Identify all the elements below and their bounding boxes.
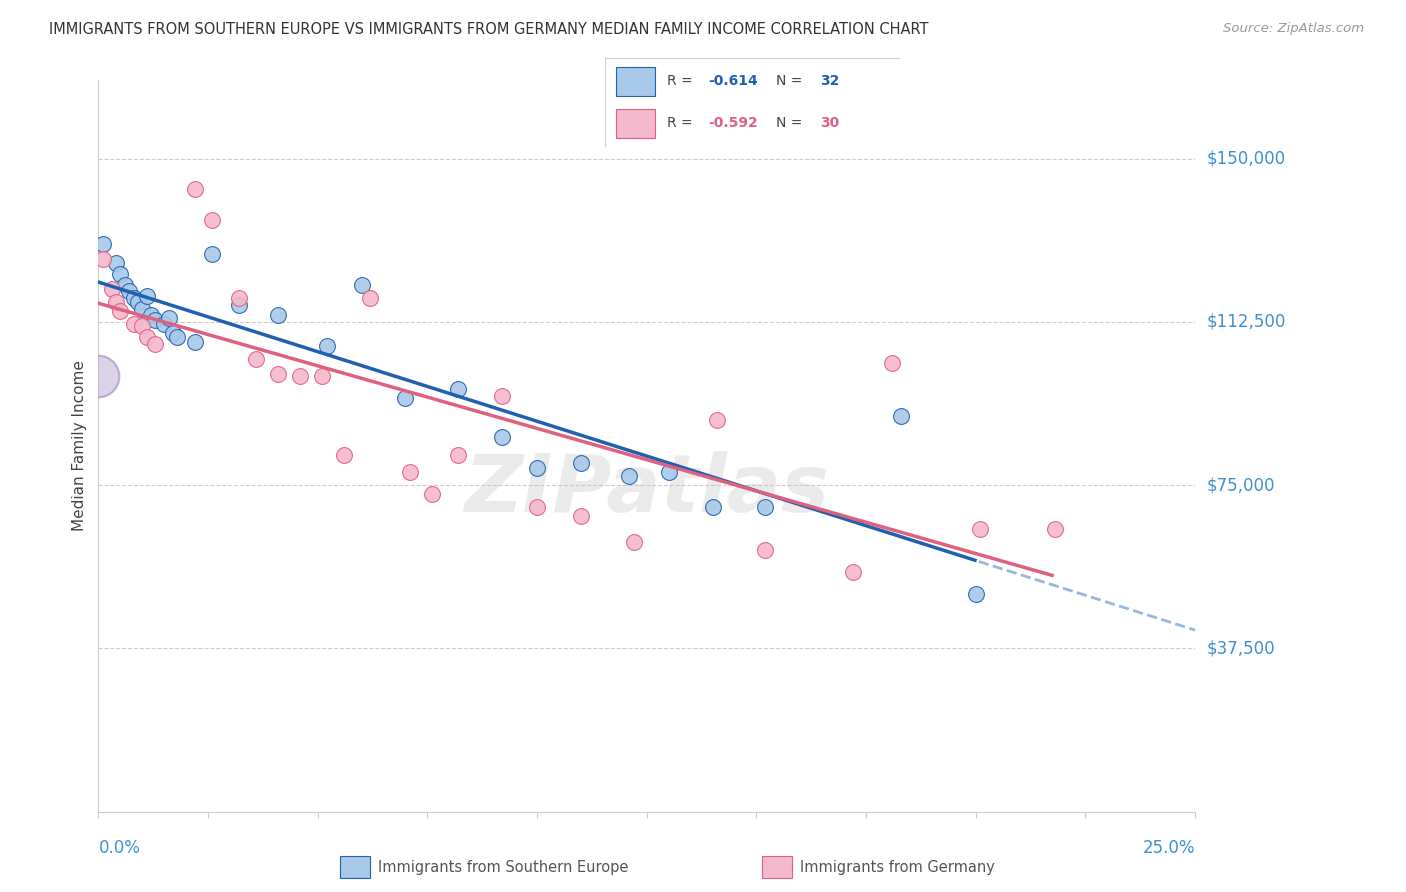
Point: [969, 522, 991, 536]
Point: [127, 295, 149, 310]
Bar: [340, 855, 370, 879]
Point: [569, 457, 592, 471]
Text: N =: N =: [776, 116, 807, 130]
Text: 32: 32: [820, 74, 839, 88]
Point: [702, 500, 724, 514]
Point: [145, 312, 167, 326]
Text: 0.0%: 0.0%: [98, 839, 141, 857]
Point: [1043, 522, 1066, 536]
Point: [114, 277, 136, 292]
Bar: [762, 855, 792, 879]
Point: [311, 369, 333, 384]
Point: [333, 448, 356, 462]
Point: [399, 465, 422, 479]
Point: [87, 369, 110, 384]
Point: [228, 291, 250, 305]
Text: $75,000: $75,000: [1206, 476, 1275, 494]
Point: [110, 267, 132, 281]
Point: [153, 317, 176, 331]
Point: [491, 389, 513, 403]
Point: [157, 310, 180, 325]
Point: [145, 336, 167, 351]
Point: [91, 252, 114, 266]
Point: [447, 383, 470, 397]
Text: R =: R =: [666, 74, 696, 88]
Point: [569, 508, 592, 523]
Point: [420, 487, 443, 501]
Text: -0.592: -0.592: [709, 116, 758, 130]
Point: [526, 460, 548, 475]
Text: 30: 30: [820, 116, 839, 130]
Y-axis label: Median Family Income: Median Family Income: [72, 360, 87, 532]
Point: [754, 543, 776, 558]
Point: [184, 334, 207, 349]
Point: [201, 247, 224, 261]
Point: [842, 566, 865, 580]
Bar: [616, 67, 655, 96]
Text: $150,000: $150,000: [1206, 150, 1285, 168]
Text: R =: R =: [666, 116, 696, 130]
Point: [100, 282, 122, 296]
Text: Immigrants from Germany: Immigrants from Germany: [800, 860, 995, 874]
Point: [184, 182, 207, 196]
Text: $37,500: $37,500: [1206, 640, 1275, 657]
Point: [104, 256, 127, 270]
Point: [623, 534, 645, 549]
Point: [122, 317, 145, 331]
Point: [118, 285, 141, 299]
Point: [139, 309, 162, 323]
Point: [526, 500, 548, 514]
Point: [619, 469, 641, 483]
Point: [315, 339, 337, 353]
Point: [228, 297, 250, 311]
Point: [447, 448, 470, 462]
Text: Source: ZipAtlas.com: Source: ZipAtlas.com: [1223, 22, 1364, 36]
Point: [122, 291, 145, 305]
Text: 25.0%: 25.0%: [1143, 839, 1195, 857]
Point: [245, 351, 267, 366]
Point: [135, 330, 157, 344]
Text: Immigrants from Southern Europe: Immigrants from Southern Europe: [378, 860, 628, 874]
Point: [267, 309, 290, 323]
Point: [166, 330, 188, 344]
Text: N =: N =: [776, 74, 807, 88]
Text: $112,500: $112,500: [1206, 313, 1285, 331]
Text: -0.614: -0.614: [709, 74, 758, 88]
Text: ZIPatlas: ZIPatlas: [464, 450, 830, 529]
Point: [890, 409, 912, 423]
Point: [290, 369, 312, 384]
Point: [91, 236, 114, 251]
Point: [135, 289, 157, 303]
Point: [359, 291, 381, 305]
Point: [965, 587, 987, 601]
Point: [394, 391, 416, 405]
Point: [754, 500, 776, 514]
Point: [267, 367, 290, 381]
Point: [162, 326, 184, 340]
Point: [131, 319, 153, 334]
Bar: [616, 109, 655, 138]
Point: [658, 465, 681, 479]
Point: [110, 304, 132, 318]
Point: [350, 277, 373, 292]
FancyBboxPatch shape: [605, 58, 900, 147]
Point: [131, 301, 153, 316]
Point: [201, 212, 224, 227]
Point: [882, 356, 904, 370]
Point: [491, 430, 513, 444]
Point: [104, 295, 127, 310]
Point: [706, 413, 728, 427]
Text: IMMIGRANTS FROM SOUTHERN EUROPE VS IMMIGRANTS FROM GERMANY MEDIAN FAMILY INCOME : IMMIGRANTS FROM SOUTHERN EUROPE VS IMMIG…: [49, 22, 929, 37]
